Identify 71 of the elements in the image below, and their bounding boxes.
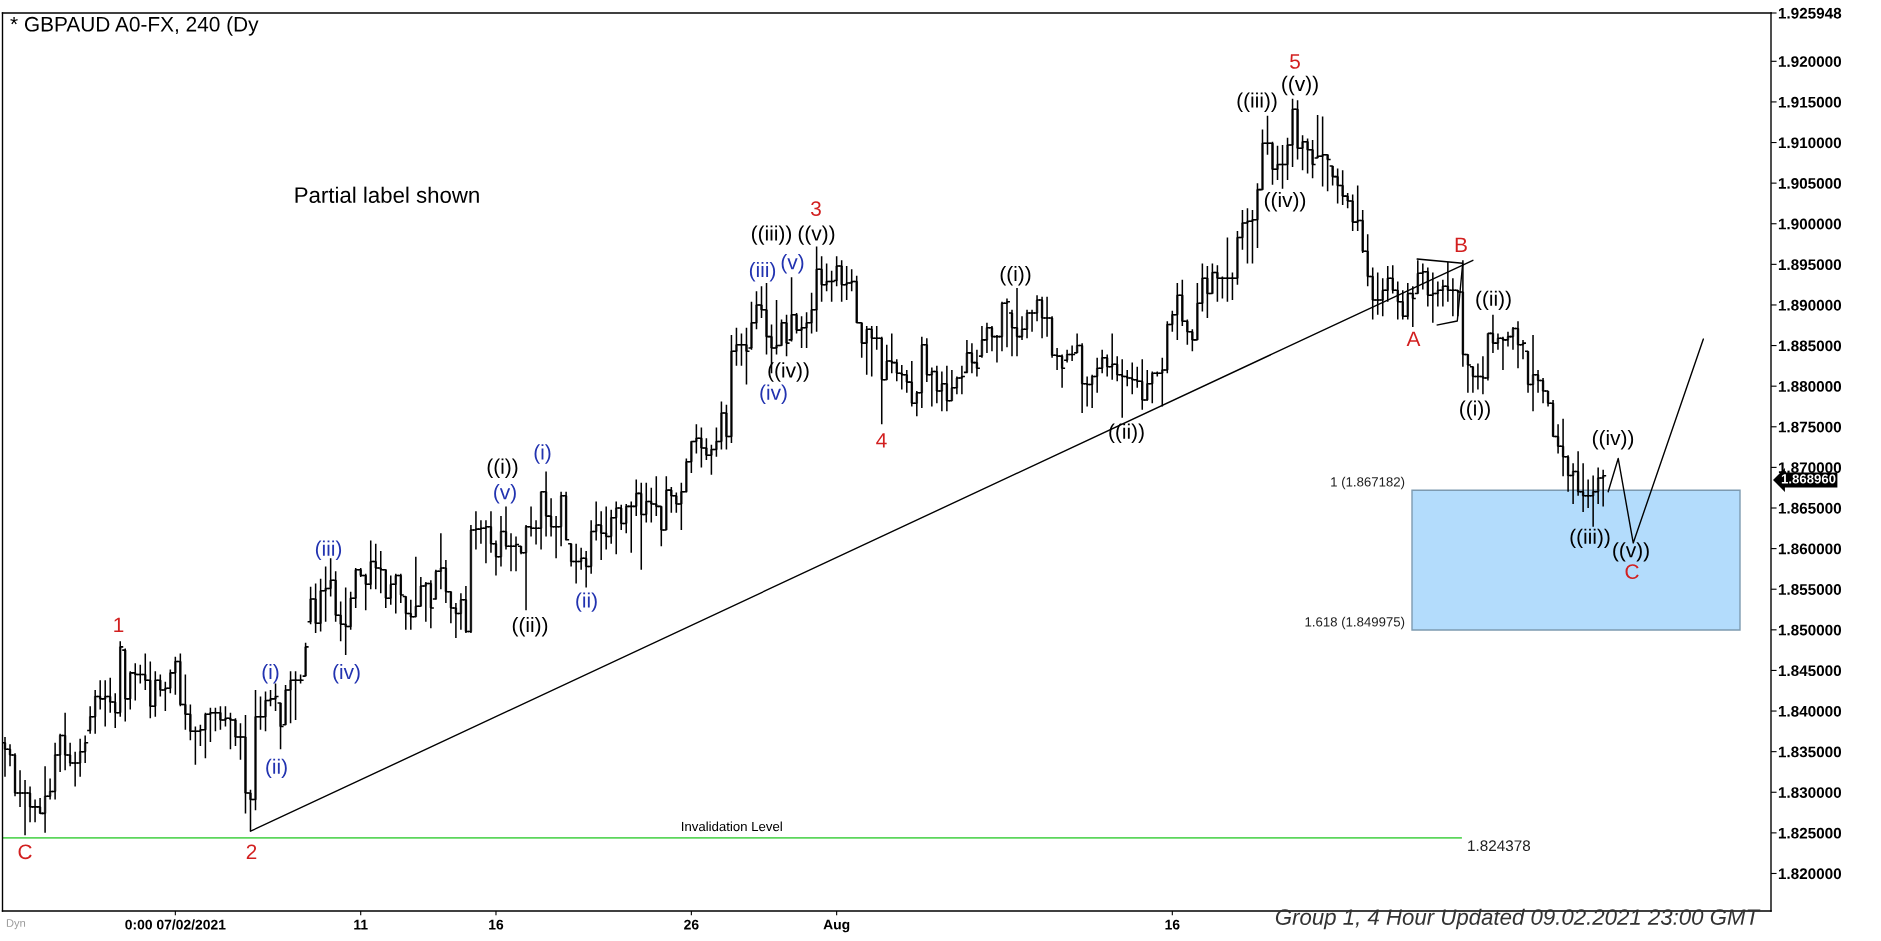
annotation: ((i))	[487, 458, 518, 478]
annotation: Partial label shown	[295, 186, 479, 203]
y-tick-label: 1.915000	[1778, 96, 1842, 108]
annotation: (i)	[262, 663, 279, 684]
y-tick-label: 1.880000	[1778, 381, 1842, 392]
annotation: (v)	[781, 254, 804, 274]
annotation: 1 (1.867182)	[1331, 476, 1405, 490]
x-tick-label: 16	[489, 919, 504, 930]
annotation: ((i))	[1000, 265, 1031, 286]
annotation: 5	[1290, 54, 1300, 69]
y-tick-label: 1.875000	[1778, 421, 1842, 433]
annotation: ((v))	[1613, 542, 1649, 562]
annotation: ((ii))	[1476, 290, 1511, 311]
y-tick-label: 1.835000	[1778, 746, 1842, 758]
annotation: ((iii))	[1237, 92, 1277, 112]
annotation: (ii)	[266, 758, 287, 779]
y-tick-label: 1.895000	[1778, 259, 1842, 271]
y-tick-label: 1.885000	[1778, 340, 1842, 352]
annotation: 1.618 (1.849975)	[1305, 616, 1405, 630]
annotation: ((iv))	[1592, 429, 1634, 450]
annotation: 4	[876, 433, 887, 448]
y-tick-label: 1.925948	[1778, 7, 1842, 19]
annotation: A	[1406, 331, 1421, 346]
annotation: (i)	[534, 444, 551, 464]
y-tick-label: 1.920000	[1778, 56, 1842, 67]
annotation: (v)	[494, 484, 516, 504]
y-tick-label: 1.910000	[1778, 137, 1842, 149]
y-tick-label: 1.865000	[1778, 502, 1842, 514]
annotation: ((iv))	[1264, 191, 1306, 212]
annotation: ((iii))	[751, 225, 792, 245]
annotation: ((iii))	[1570, 528, 1610, 549]
annotation: (iii)	[749, 261, 776, 282]
annotation: (iii)	[315, 540, 342, 560]
annotation: 2	[246, 844, 257, 859]
annotation: B	[1455, 237, 1467, 252]
y-tick-label: 1.870000	[1778, 462, 1842, 474]
y-tick-label: 1.845000	[1778, 665, 1842, 677]
annotation: C	[1625, 564, 1639, 579]
text: 1.868960	[1781, 474, 1836, 484]
x-tick-label: Aug	[823, 919, 850, 933]
annotation: 1	[114, 617, 124, 633]
annotation: ((v))	[1282, 75, 1318, 96]
annotation: ((ii))	[1109, 423, 1144, 443]
annotation: C	[18, 844, 32, 860]
x-tick-label: 11	[354, 919, 368, 930]
annotation: 1.824378	[1468, 840, 1531, 852]
y-tick-label: 1.820000	[1778, 868, 1842, 880]
x-tick-label: 0:00 07/02/2021	[125, 919, 226, 930]
chart-title: * GBPAUD A0-FX, 240 (Dy	[10, 16, 259, 36]
annotation: 3	[811, 201, 821, 216]
annotation: ((iv))	[768, 362, 809, 382]
y-tick-label: 1.825000	[1778, 827, 1842, 839]
annotation: (iv)	[333, 663, 360, 684]
ref-line-label: Invalidation Level	[681, 821, 782, 832]
annotation: ((v))	[798, 225, 835, 245]
y-tick-label: 1.900000	[1778, 218, 1842, 230]
annotation: ((ii))	[512, 616, 548, 637]
text: Dyn	[6, 919, 26, 930]
y-tick-label: 1.905000	[1778, 178, 1842, 189]
y-tick-label: 1.850000	[1778, 624, 1842, 636]
y-tick-label: 1.830000	[1778, 787, 1842, 798]
y-tick-label: 1.855000	[1778, 584, 1842, 595]
x-tick-label: 16	[1165, 919, 1180, 930]
annotation: (iv)	[760, 384, 787, 404]
x-tick-label: 26	[684, 919, 699, 930]
annotation: (ii)	[576, 592, 597, 612]
y-tick-label: 1.890000	[1778, 299, 1842, 311]
annotation: Group 1, 4 Hour Updated 09.02.2021 23:00 GMT	[1275, 908, 1761, 930]
y-tick-label: 1.840000	[1778, 705, 1842, 717]
annotation: ((i))	[1460, 400, 1490, 420]
y-tick-label: 1.860000	[1778, 543, 1842, 555]
